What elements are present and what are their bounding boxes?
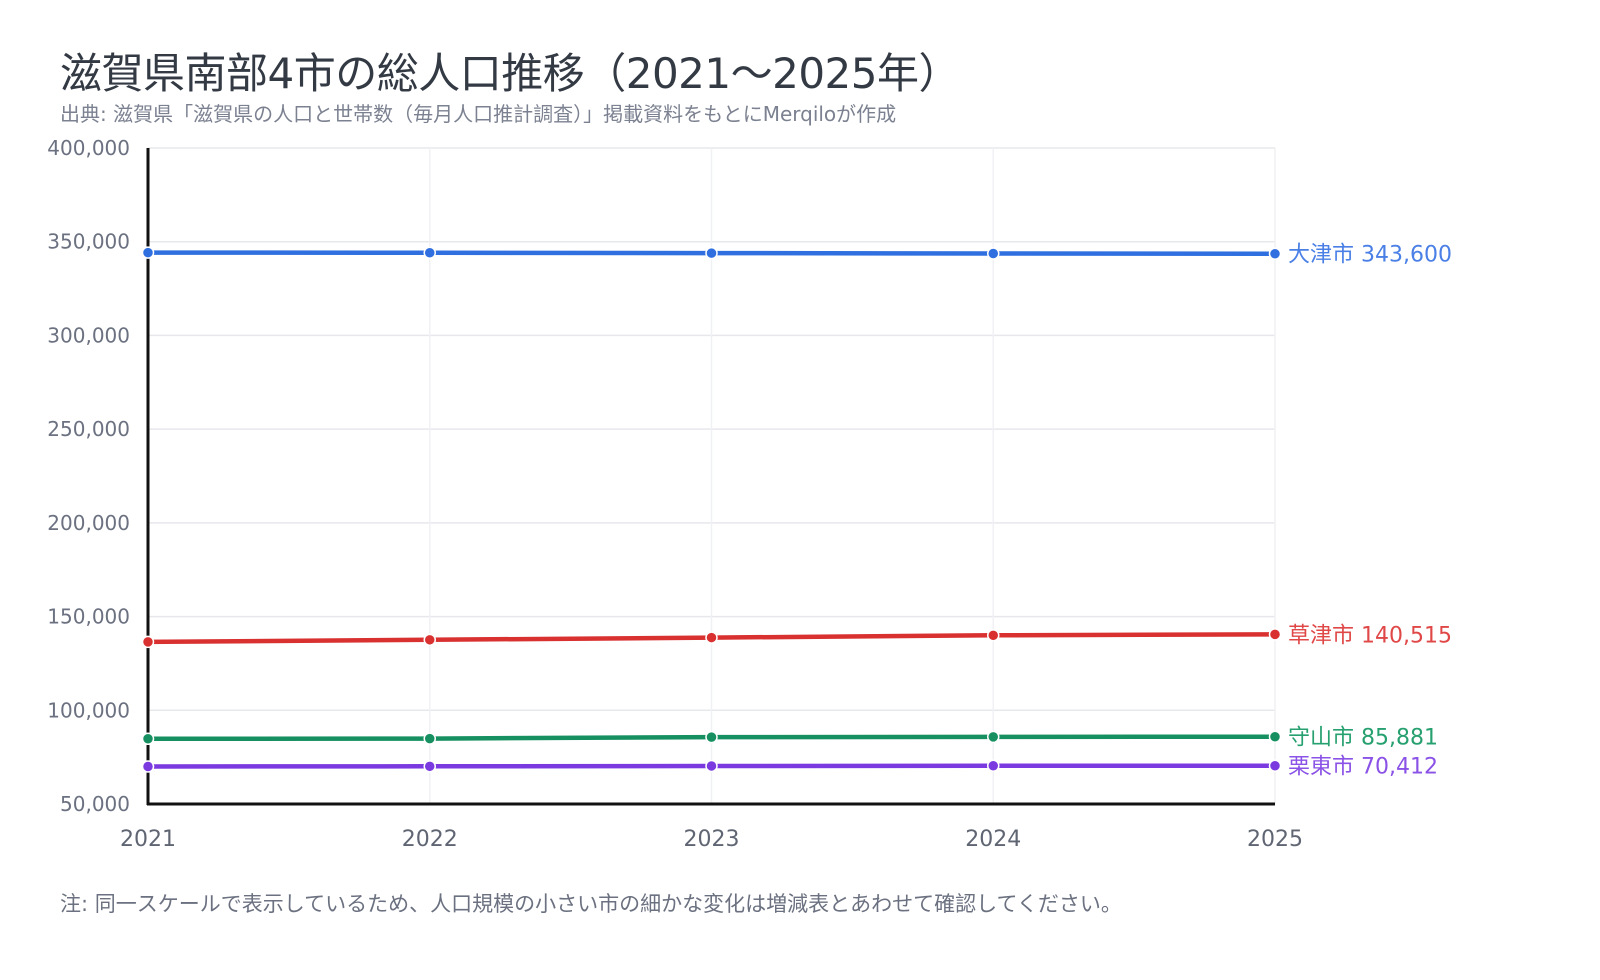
y-tick-label: 350,000 (47, 230, 130, 254)
data-point (1268, 730, 1282, 743)
data-point (705, 246, 718, 260)
data-point (1268, 247, 1282, 260)
data-point (423, 760, 436, 773)
x-tick-label: 2022 (402, 827, 458, 852)
data-point (141, 732, 155, 746)
chart-note: 注: 同一スケールで表示しているため、人口規模の小さい市の細かな変化は増減表とあ… (60, 892, 1122, 916)
data-point (423, 732, 436, 745)
data-point (141, 635, 155, 649)
series-end-label: 栗東市 70,412 (1288, 755, 1438, 780)
chart-title: 滋賀県南部4市の総人口推移（2021〜2025年） (60, 49, 961, 98)
y-tick-label: 200,000 (47, 511, 130, 535)
x-tick-label: 2023 (684, 827, 740, 852)
y-tick-label: 100,000 (47, 698, 130, 722)
data-point (141, 760, 155, 773)
data-point (705, 759, 718, 773)
y-tick-label: 400,000 (47, 136, 130, 160)
y-tick-label: 50,000 (60, 792, 130, 816)
series-end-label: 守山市 85,881 (1288, 726, 1438, 751)
x-tick-label: 2024 (965, 827, 1021, 852)
series-end-label: 草津市 140,515 (1288, 623, 1452, 648)
y-tick-label: 300,000 (47, 323, 130, 347)
data-point (705, 631, 718, 644)
x-tick-label: 2025 (1247, 827, 1303, 852)
data-point (1268, 628, 1282, 641)
data-point (987, 247, 1000, 260)
data-point (987, 759, 1000, 773)
series-end-label: 大津市 343,600 (1288, 243, 1452, 268)
data-point (705, 730, 718, 744)
x-tick-label: 2021 (120, 827, 176, 852)
data-point (1268, 759, 1282, 772)
data-point (423, 633, 436, 647)
data-point (141, 246, 155, 259)
data-point (987, 730, 1000, 744)
y-tick-label: 150,000 (47, 605, 130, 629)
data-point (987, 629, 1000, 642)
chart-source: 出典: 滋賀県「滋賀県の人口と世帯数（毎月人口推計調査）」掲載資料をもとにMer… (60, 102, 897, 126)
y-tick-label: 250,000 (47, 417, 130, 441)
data-point (423, 246, 436, 260)
